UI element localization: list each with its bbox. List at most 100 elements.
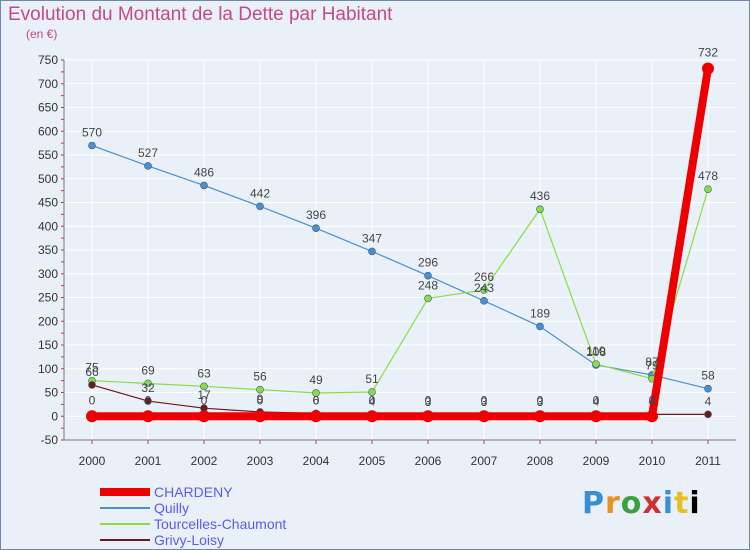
logo-letter: t xyxy=(674,486,690,521)
data-point xyxy=(368,388,376,396)
proxiti-logo: Proxiti xyxy=(582,486,701,521)
data-point xyxy=(144,397,152,405)
legend: CHARDENY Quilly Tourcelles-Chaumont Griv… xyxy=(100,484,286,548)
y-tick-label: 0 xyxy=(51,409,58,423)
y-tick-label: 300 xyxy=(38,267,58,281)
y-tick-label: 100 xyxy=(38,362,58,376)
data-label: 0 xyxy=(425,393,432,407)
unit-label: (en €) xyxy=(26,27,58,41)
data-point xyxy=(200,382,208,391)
data-label: 56 xyxy=(253,370,267,384)
legend-item-chardeny: CHARDENY xyxy=(100,484,286,500)
y-tick-label: 650 xyxy=(38,101,58,115)
data-label: 0 xyxy=(201,393,208,407)
data-point xyxy=(312,224,320,232)
y-tick-label: 450 xyxy=(38,196,58,210)
y-tick-label: 700 xyxy=(38,77,58,91)
data-point xyxy=(310,410,322,423)
data-label: 0 xyxy=(313,393,320,407)
data-point xyxy=(704,185,712,193)
series-line-tourcelles-chaumont xyxy=(91,189,709,394)
data-label: 0 xyxy=(145,393,152,407)
data-label: 0 xyxy=(593,393,600,407)
y-tick-label: 250 xyxy=(38,291,58,305)
logo-letter: i xyxy=(662,486,675,521)
y-tick-label: 500 xyxy=(38,172,58,186)
logo-letter: P xyxy=(582,486,605,521)
y-tick-label: 600 xyxy=(38,124,58,138)
data-point xyxy=(144,379,152,388)
y-tick-label: 350 xyxy=(38,243,58,257)
data-label: 87 xyxy=(645,355,659,369)
data-label: 3 xyxy=(537,395,544,409)
data-point xyxy=(86,410,98,423)
data-label: 0 xyxy=(369,393,376,407)
data-label: 0 xyxy=(537,393,544,407)
data-point xyxy=(480,297,488,305)
data-label: 0 xyxy=(257,393,264,407)
y-tick-label: 750 xyxy=(38,53,58,67)
legend-swatch xyxy=(100,507,150,509)
data-label: 17 xyxy=(197,388,211,402)
data-label: 4 xyxy=(593,394,600,408)
data-point xyxy=(88,381,96,389)
data-point xyxy=(424,271,432,280)
data-label: 4 xyxy=(369,394,376,408)
x-tick-label: 2002 xyxy=(191,454,218,468)
data-label: 478 xyxy=(698,169,718,183)
x-tick-label: 2011 xyxy=(695,454,721,468)
data-label: 396 xyxy=(306,208,326,222)
data-point xyxy=(144,162,152,170)
data-point xyxy=(704,410,712,419)
legend-swatch xyxy=(100,488,150,496)
data-point xyxy=(534,410,546,423)
legend-label: Quilly xyxy=(154,500,190,516)
y-tick-label: 400 xyxy=(38,219,58,233)
data-label: 9 xyxy=(257,392,264,406)
x-tick-label: 2001 xyxy=(135,454,162,468)
data-label: 347 xyxy=(362,231,382,245)
data-label: 570 xyxy=(82,126,102,140)
x-tick-label: 2008 xyxy=(527,454,554,468)
legend-swatch xyxy=(100,523,150,525)
y-tick-label: 550 xyxy=(38,148,58,162)
data-point xyxy=(702,62,714,75)
data-point xyxy=(198,410,210,423)
data-point xyxy=(422,410,434,423)
data-point xyxy=(590,410,602,423)
data-label: 0 xyxy=(649,393,656,407)
data-label: 0 xyxy=(89,393,96,407)
data-point xyxy=(256,385,264,394)
data-label: 732 xyxy=(698,46,718,60)
data-label: 49 xyxy=(309,373,323,387)
x-tick-label: 2005 xyxy=(359,454,386,468)
data-label: 108 xyxy=(586,345,606,359)
data-label: 243 xyxy=(474,281,494,295)
data-label: 527 xyxy=(138,146,158,160)
data-label: 436 xyxy=(530,189,550,203)
data-label: 3 xyxy=(425,395,432,409)
data-point xyxy=(200,181,208,190)
data-label: 0 xyxy=(481,393,488,407)
data-point xyxy=(366,410,378,423)
y-tick-label: 150 xyxy=(38,338,58,352)
series-line-chardeny xyxy=(92,67,712,421)
logo-letter: o xyxy=(620,486,643,521)
data-point xyxy=(536,322,544,331)
data-point xyxy=(312,389,320,397)
data-point xyxy=(480,286,488,294)
data-label: 266 xyxy=(474,270,494,284)
x-tick-label: 2007 xyxy=(471,454,498,468)
data-label: 248 xyxy=(418,278,438,292)
data-label: 6 xyxy=(313,393,320,407)
x-tick-label: 2000 xyxy=(79,454,106,468)
data-label: 32 xyxy=(141,381,155,395)
data-point xyxy=(646,410,658,423)
data-label: 189 xyxy=(530,306,550,320)
data-label: 75 xyxy=(85,361,99,375)
x-tick-label: 2006 xyxy=(415,454,442,468)
data-label: 4 xyxy=(649,394,656,408)
data-label: 442 xyxy=(250,186,270,200)
y-tick-label: 200 xyxy=(38,314,58,328)
